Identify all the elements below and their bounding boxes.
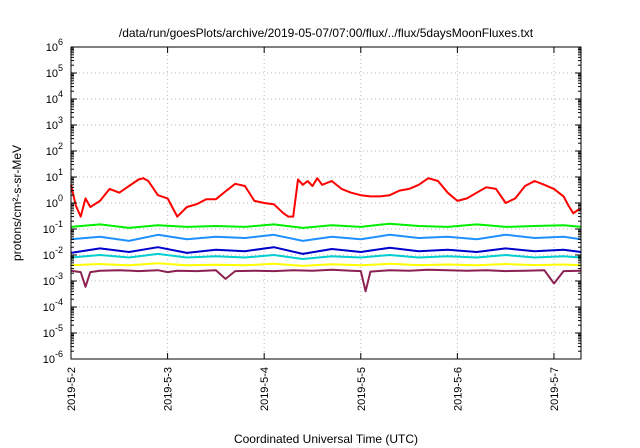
- series-line-2: [70, 233, 582, 242]
- y-tick-label: 101: [46, 167, 63, 184]
- y-tick-label: 103: [46, 115, 63, 132]
- y-tick-label: 10-1: [43, 219, 63, 236]
- y-tick-label: 105: [46, 63, 63, 80]
- y-axis-label: protons/cm²-s-sr-MeV: [10, 145, 24, 261]
- y-tick-label: 10-5: [43, 323, 63, 340]
- x-tick-label: 2019-5-5: [356, 367, 368, 411]
- chart-title: /data/run/goesPlots/archive/2019-05-07/0…: [119, 26, 534, 40]
- x-tick-label: 2019-5-7: [549, 367, 561, 411]
- y-tick-label: 106: [46, 37, 63, 54]
- y-tick-label: 10-2: [43, 245, 63, 262]
- x-tick-label: 2019-5-6: [452, 367, 464, 411]
- series-line-0: [70, 177, 582, 218]
- y-tick-label: 102: [46, 141, 63, 158]
- y-tick-label: 10-4: [43, 297, 63, 314]
- x-tick-label: 2019-5-2: [66, 367, 78, 411]
- series-line-6: [70, 268, 582, 293]
- series-line-1: [70, 222, 582, 229]
- x-tick-label: 2019-5-4: [259, 367, 271, 411]
- y-tick-label: 10-3: [43, 271, 63, 288]
- x-axis-label: Coordinated Universal Time (UTC): [234, 432, 418, 446]
- series-layer: [70, 177, 582, 293]
- y-tick-label: 104: [46, 89, 63, 106]
- x-tick-label: 2019-5-3: [163, 367, 175, 411]
- series-line-3: [70, 246, 582, 255]
- series-line-4: [70, 252, 582, 260]
- series-line-5: [70, 262, 582, 267]
- y-tick-label: 10-6: [43, 349, 63, 366]
- axis-ticks: 106 105 104 103 102 101 100 10-1 10-2 10-3 10-4 10-…: [43, 37, 581, 411]
- y-tick-label: 100: [46, 193, 63, 210]
